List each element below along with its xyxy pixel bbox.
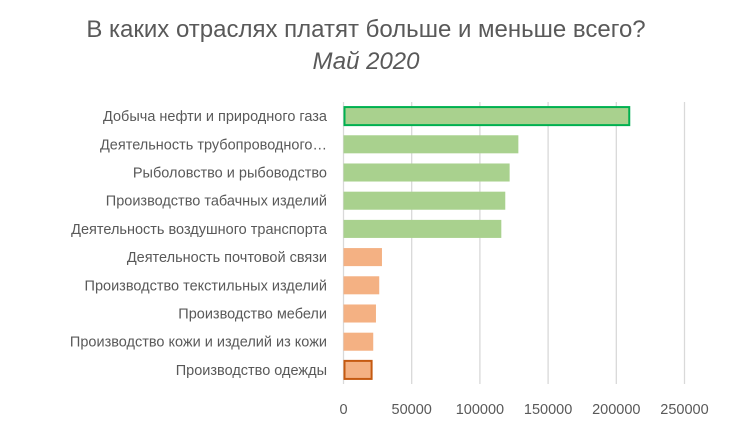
chart-title-main: В каких отраслях платят больше и меньше … [86, 16, 646, 43]
bar [343, 106, 631, 127]
category-label: Рыболовство и рыбоводство [133, 166, 327, 182]
bar [343, 163, 510, 182]
x-tick-label: 100000 [456, 402, 504, 418]
x-tick-label: 0 [339, 402, 347, 418]
category-label: Деятельность почтовой связи [127, 250, 327, 266]
x-tick-label: 200000 [592, 402, 640, 418]
x-tick-label: 50000 [392, 402, 432, 418]
x-tick-label: 150000 [524, 402, 572, 418]
chart-title: В каких отраслях платят больше и меньше … [0, 14, 732, 78]
category-label: Производство текстильных изделий [85, 278, 327, 294]
category-label: Производство кожи и изделий из кожи [70, 335, 327, 351]
bar [343, 276, 380, 295]
category-label: Деятельность воздушного транспорта [71, 222, 328, 238]
bar [343, 332, 374, 351]
bar [343, 191, 506, 210]
category-label: Производство мебели [178, 307, 327, 323]
bar [343, 135, 519, 154]
category-label: Производство табачных изделий [106, 194, 327, 210]
category-label: Добыча нефти и природного газа [103, 109, 328, 125]
bar [343, 248, 382, 267]
x-tick-label: 250000 [660, 402, 708, 418]
chart-title-italic: Май 2020 [312, 48, 420, 75]
category-label: Производство одежды [176, 363, 327, 379]
bar [343, 219, 502, 238]
category-label: Деятельность трубопроводного… [100, 137, 327, 153]
bar [343, 304, 376, 323]
bar [343, 359, 373, 380]
